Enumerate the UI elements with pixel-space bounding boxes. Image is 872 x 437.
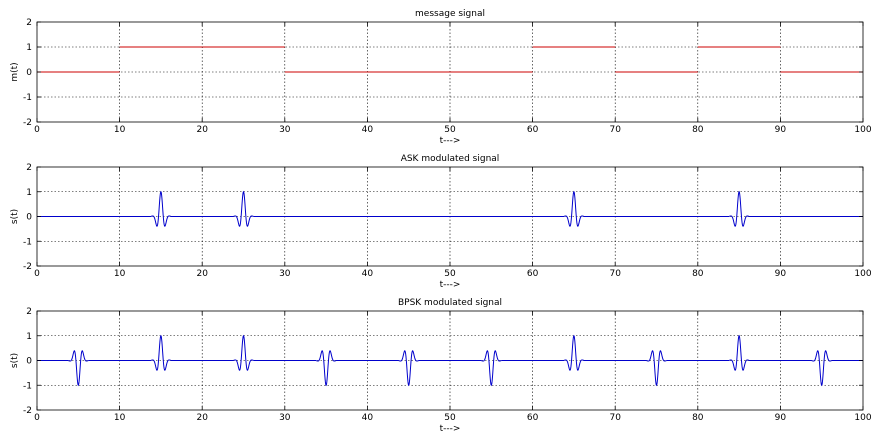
y-tick-label: 0 [26,357,32,367]
y-tick-label: 1 [26,332,32,342]
x-tick-label: 100 [854,413,871,423]
signal-pulse [233,190,254,227]
y-tick-label: 1 [26,43,32,53]
x-tick-label: 100 [854,125,871,135]
x-tick-label: 20 [196,269,208,279]
signal-pulse [729,190,750,227]
y-tick-label: -1 [23,93,32,103]
y-tick-label: 2 [26,163,32,173]
subplot-3: 0 10 20 30 40 50 60 70 80 90 100 -2 -1 0 1 2 BPSK modula… [10,298,872,434]
x-tick-label: 30 [279,413,291,423]
x-tick-label: 40 [362,125,374,135]
x-tick-label: 40 [362,413,374,423]
x-tick-label: 0 [34,413,40,423]
x-tick-label: 70 [609,269,621,279]
x-tick-label: 70 [609,125,621,135]
x-tick-label: 10 [114,413,126,423]
x-tick-label: 80 [692,269,704,279]
signal-pulse [316,350,337,387]
y-tick-label: 1 [26,188,32,198]
x-axis-label: t---> [440,136,461,146]
x-tick-label: 30 [279,125,291,135]
chart-title: message signal [415,9,485,19]
signal-pulse [729,334,750,371]
x-tick-label: 30 [279,269,291,279]
signal-pulse [150,190,171,227]
signal-pulse [481,350,502,387]
y-axis-label: s(t) [10,209,20,224]
subplot-1: 0 10 20 30 40 50 60 70 80 90 100 -2 -1 0 1 2 message sig… [10,9,872,146]
x-axis-label: t---> [440,424,461,434]
y-tick-label: 2 [26,18,32,28]
chart-title: BPSK modulated signal [398,298,502,308]
x-tick-label: 60 [527,413,539,423]
x-tick-label: 90 [775,413,787,423]
x-tick-label: 10 [114,125,126,135]
x-tick-label: 50 [444,269,456,279]
x-tick-label: 90 [775,269,787,279]
y-tick-label: 0 [26,68,32,78]
y-axis-label: s(t) [10,353,20,368]
x-axis-label: t---> [440,280,461,290]
y-tick-label: -2 [23,406,32,416]
signal-pulse [233,334,254,371]
x-tick-label: 0 [34,125,40,135]
subplot-2: 0 10 20 30 40 50 60 70 80 90 100 -2 -1 0 1 2 ASK modulat… [10,154,872,290]
x-tick-label: 0 [34,269,40,279]
x-tick-label: 20 [196,413,208,423]
signal-pulse [811,350,832,387]
y-tick-label: -2 [23,262,32,272]
x-tick-label: 10 [114,269,126,279]
x-tick-label: 50 [444,413,456,423]
y-axis-label: m(t) [10,62,20,81]
x-tick-label: 80 [692,413,704,423]
signal-pulse [646,350,667,387]
signal-pulse [398,350,419,387]
signal-pulse [150,334,171,371]
x-tick-label: 50 [444,125,456,135]
x-tick-label: 60 [527,125,539,135]
x-tick-label: 80 [692,125,704,135]
signal-pulse [563,334,584,371]
y-tick-label: -2 [23,118,32,128]
x-tick-label: 90 [775,125,787,135]
y-tick-label: -1 [23,381,32,391]
x-tick-label: 70 [609,413,621,423]
signal-pulse [563,190,584,227]
y-tick-label: -1 [23,237,32,247]
x-tick-label: 20 [196,125,208,135]
x-tick-label: 60 [527,269,539,279]
y-tick-label: 2 [26,307,32,317]
x-tick-label: 40 [362,269,374,279]
x-tick-label: 100 [854,269,871,279]
y-tick-label: 0 [26,213,32,223]
chart-title: ASK modulated signal [401,154,500,164]
signal-pulse [68,350,89,387]
